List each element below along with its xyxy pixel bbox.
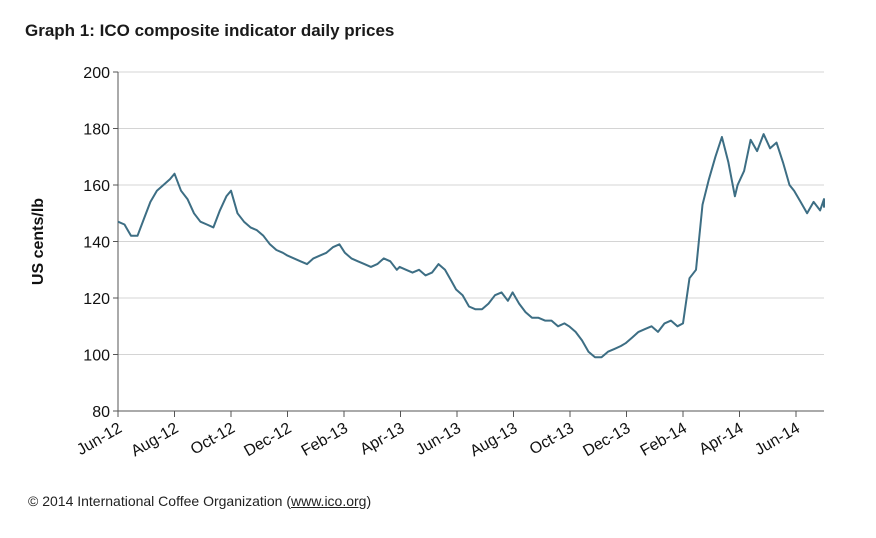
y-tick-label: 140 bbox=[83, 235, 110, 252]
x-tick-label: Jun-13 bbox=[413, 420, 464, 459]
x-tick-label: Oct-12 bbox=[188, 420, 238, 459]
gridlines bbox=[118, 71, 824, 412]
y-tick-label: 200 bbox=[83, 65, 110, 82]
y-tick-label: 100 bbox=[83, 348, 110, 365]
x-tick-label: Aug-13 bbox=[467, 420, 520, 461]
x-tick-label: Oct-13 bbox=[527, 420, 577, 459]
x-axis: Jun-12 Aug-12 Oct-12 Dec-12 Feb-13 Apr-13 Jun-… bbox=[74, 410, 824, 461]
x-tick-label: Apr-13 bbox=[357, 420, 407, 459]
chart-title: Graph 1: ICO composite indicator daily p… bbox=[25, 21, 395, 40]
y-tick-label: 120 bbox=[83, 291, 110, 308]
footer: © 2014 International Coffee Organization… bbox=[28, 493, 371, 509]
y-tick-label: 160 bbox=[83, 178, 110, 195]
x-tick-label: Feb-13 bbox=[299, 420, 351, 460]
y-axis-label: US cents/lb bbox=[30, 198, 47, 285]
copyright-text: © 2014 International Coffee Organization… bbox=[28, 493, 291, 509]
copyright-close: ) bbox=[366, 493, 372, 509]
y-tick-label: 80 bbox=[92, 404, 110, 421]
x-tick-label: Aug-12 bbox=[128, 420, 181, 461]
y-axis: 80 100 120 140 160 180 200 bbox=[83, 65, 119, 421]
x-tick-label: Apr-14 bbox=[696, 420, 746, 459]
ico-link[interactable]: www.ico.org bbox=[291, 493, 367, 509]
x-tick-label: Dec-12 bbox=[241, 420, 294, 461]
series-line bbox=[117, 133, 825, 359]
x-tick-label: Dec-13 bbox=[580, 420, 633, 461]
y-tick-label: 180 bbox=[83, 122, 110, 139]
x-tick-label: Feb-14 bbox=[638, 420, 690, 460]
x-tick-label: Jun-14 bbox=[752, 420, 803, 459]
x-tick-label: Jun-12 bbox=[74, 420, 125, 459]
